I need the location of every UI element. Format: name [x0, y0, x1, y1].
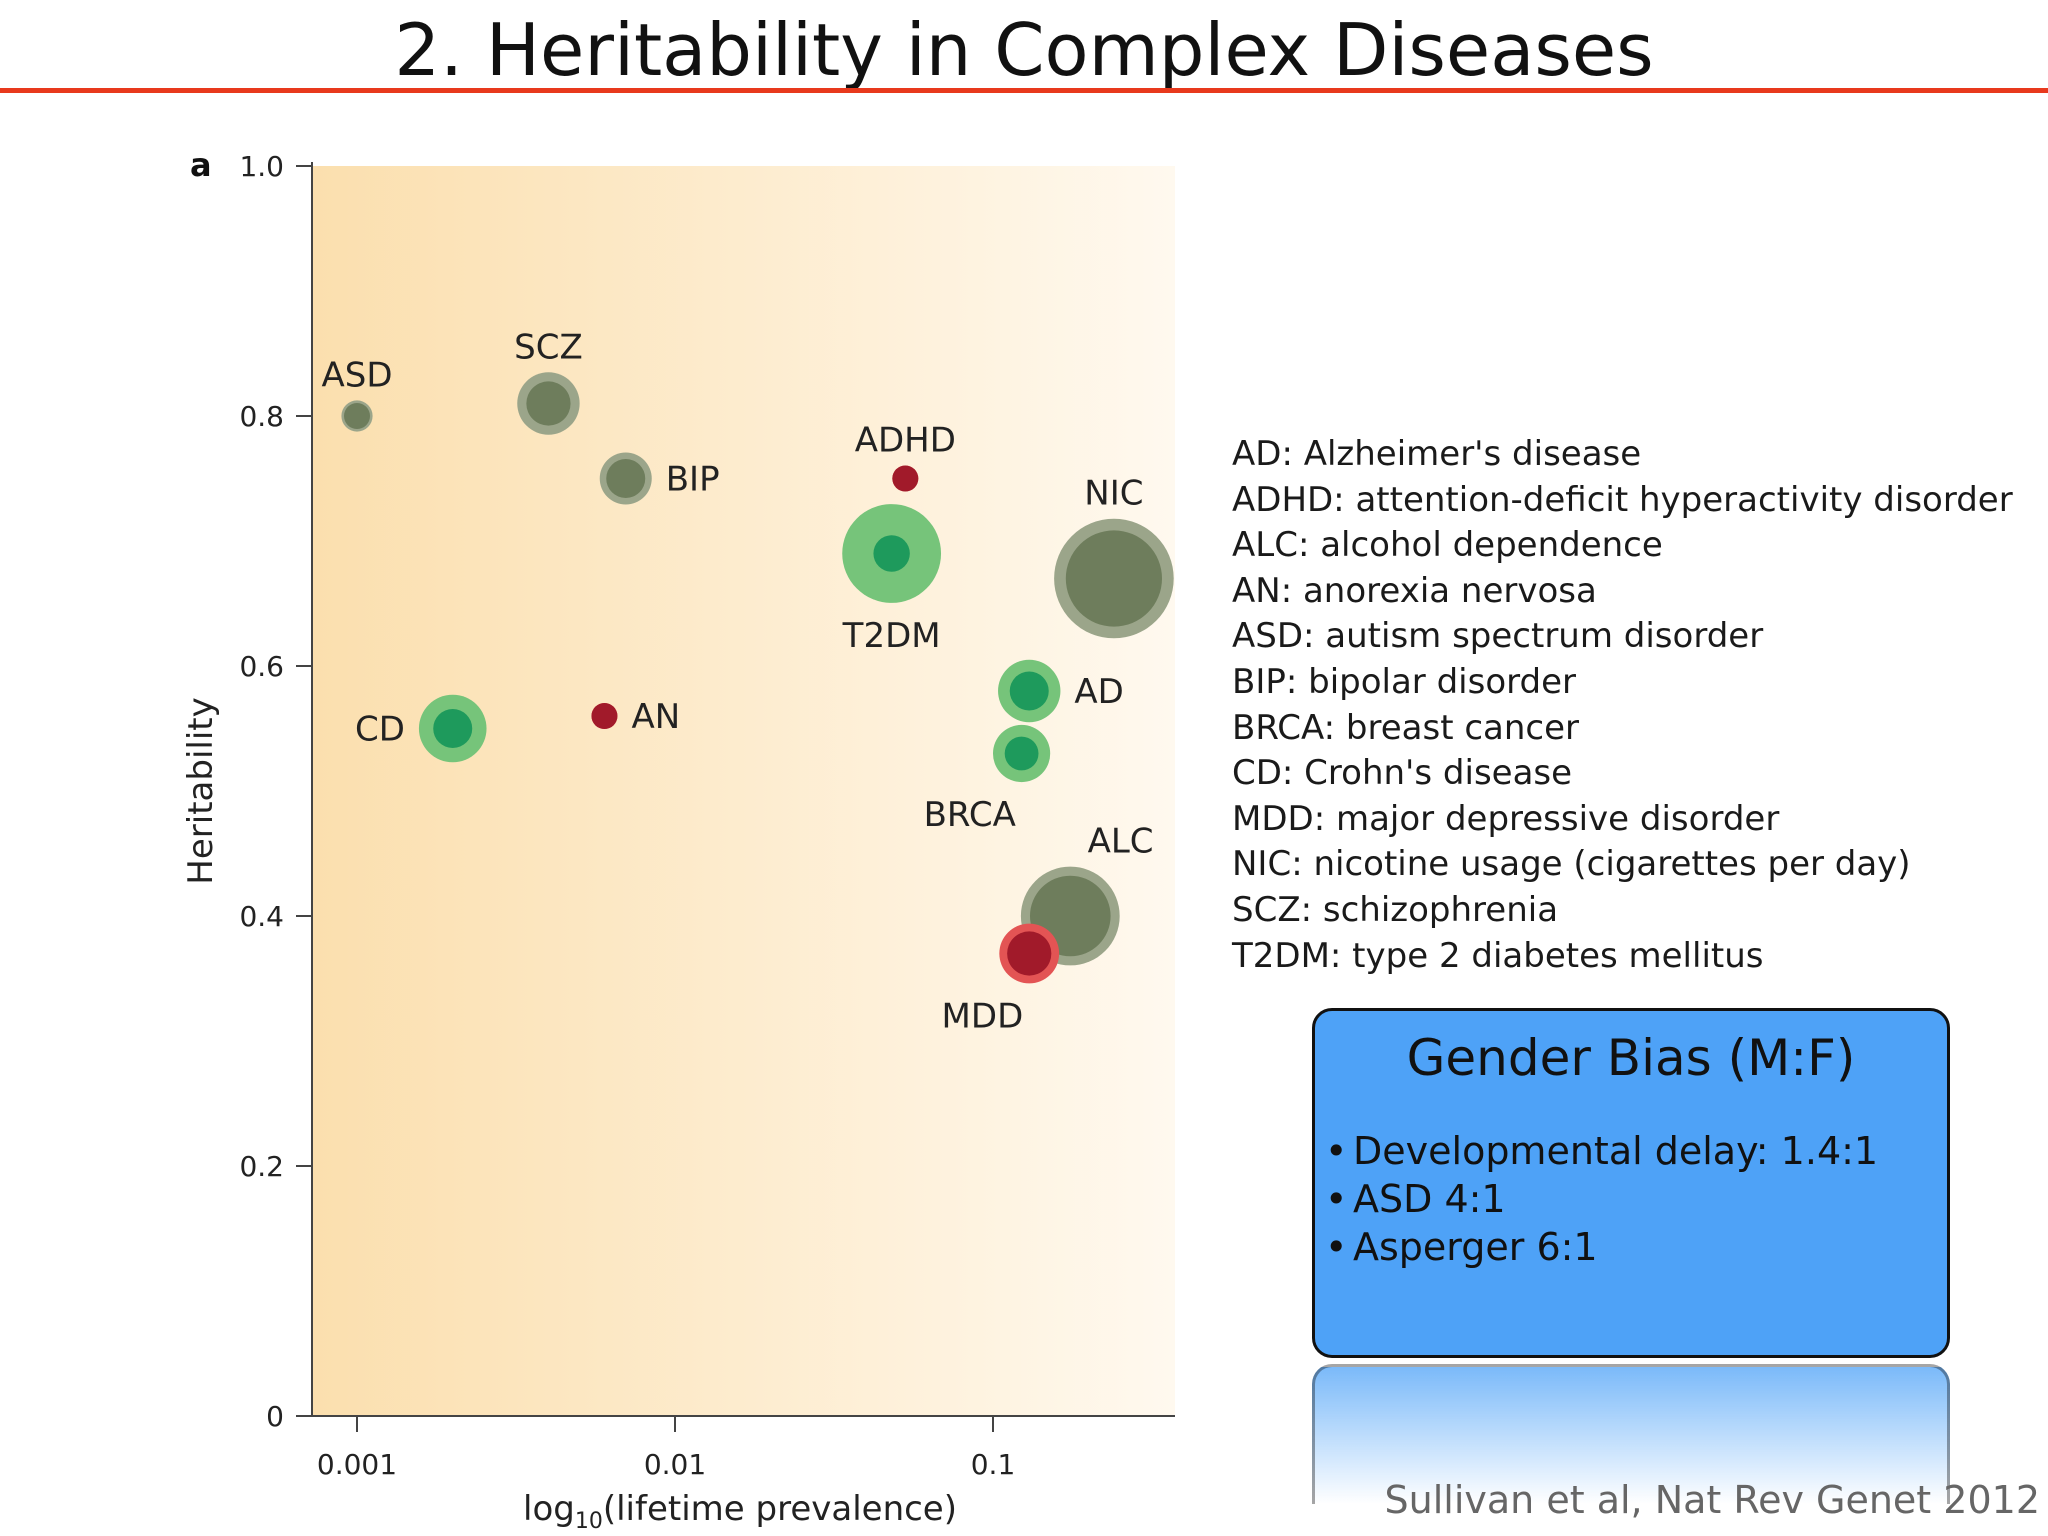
chart-point-labels: ASD SCZ BIP ADHD T2DM NIC CD AN AD BRCA ALC MDD [321, 327, 1153, 1036]
legend-item: NIC: nicotine usage (cigarettes per day) [1232, 844, 1911, 885]
point-adhd [892, 465, 919, 492]
y-tick-label: 0 [266, 1400, 284, 1433]
point-label-adhd: ADHD [855, 421, 956, 461]
x-axis-label-suffix: (lifetime prevalence) [603, 1489, 957, 1529]
point-label-nic: NIC [1084, 474, 1143, 514]
point-mdd [999, 923, 1060, 984]
point-bip-inner [606, 459, 646, 498]
point-an-inner [591, 703, 618, 729]
point-asd [341, 400, 373, 432]
slide-title: 2. Heritability in Complex Diseases [394, 8, 1654, 92]
point-ad-inner [1009, 671, 1049, 711]
point-nic-inner [1065, 530, 1163, 627]
y-tick-label: 0.8 [239, 400, 284, 433]
point-asd-inner [344, 403, 370, 429]
gender-bias-title: Gender Bias (M:F) [1406, 1029, 1856, 1087]
point-label-bip: BIP [666, 460, 720, 500]
point-label-brca: BRCA [924, 795, 1016, 835]
point-brca-inner [1004, 736, 1039, 771]
y-tick-label: 0.2 [239, 1150, 284, 1183]
gender-bias-item: ASD 4:1 [1325, 1175, 1878, 1223]
point-cd-inner [433, 709, 473, 748]
gender-bias-item: Asperger 6:1 [1325, 1223, 1878, 1271]
gender-bias-box: Gender Bias (M:F) Developmental delay: 1… [1312, 1008, 1950, 1358]
point-label-ad: AD [1074, 672, 1123, 712]
y-tick-label: 0.4 [239, 900, 284, 933]
legend-item: BIP: bipolar disorder [1232, 661, 1577, 702]
point-label-scz: SCZ [514, 327, 583, 367]
plot-background [313, 166, 1175, 1416]
heritability-scatter-chart: 0 0.2 0.4 0.6 0.8 1.0 0.001 0.01 0.1 ASD SCZ BIP AD… [181, 146, 1175, 1534]
point-label-alc: ALC [1088, 822, 1154, 862]
legend-item: AN: anorexia nervosa [1232, 570, 1597, 611]
point-brca [992, 724, 1051, 783]
point-scz [517, 372, 580, 435]
legend-item: CD: Crohn's disease [1232, 753, 1573, 794]
legend-item: T2DM: type 2 diabetes mellitus [1232, 935, 1764, 976]
point-label-an: AN [631, 697, 680, 737]
point-nic [1054, 518, 1174, 639]
x-tick-label: 0.01 [644, 1448, 706, 1481]
x-axis-label-subscript: 10 [575, 1509, 603, 1534]
legend-item: ADHD: attention-deficit hyperactivity di… [1232, 479, 2013, 520]
x-tick-label: 0.1 [971, 1448, 1016, 1481]
point-t2dm [842, 504, 942, 603]
gender-bias-list: Developmental delay: 1.4:1 ASD 4:1 Asper… [1325, 1127, 1878, 1271]
y-tick-label: 1.0 [239, 150, 284, 183]
x-tick-label: 0.001 [317, 1448, 397, 1481]
abbreviation-legend: AD: Alzheimer's disease ADHD: attention-… [1232, 432, 2013, 979]
point-label-t2dm: T2DM [842, 616, 941, 656]
point-mdd-inner [1007, 931, 1052, 976]
point-label-cd: CD [355, 710, 405, 750]
point-ad [998, 659, 1061, 723]
title-divider [0, 88, 2048, 93]
point-bip [599, 452, 652, 505]
legend-item: AD: Alzheimer's disease [1232, 434, 1642, 474]
point-cd [418, 694, 487, 763]
y-axis-label: Heritability [181, 697, 221, 884]
legend-item: SCZ: schizophrenia [1232, 889, 1559, 930]
chart-points [341, 372, 1174, 984]
y-tick-label: 0.6 [239, 650, 284, 683]
point-adhd-inner [892, 465, 919, 492]
x-axis-label-prefix: log [523, 1489, 575, 1529]
panel-label: a [190, 146, 212, 184]
citation: Sullivan et al, Nat Rev Genet 2012 [1384, 1478, 2040, 1522]
point-label-asd: ASD [321, 355, 392, 395]
legend-item: ALC: alcohol dependence [1232, 525, 1663, 566]
point-an [591, 703, 618, 729]
gender-bias-box-reflection [1312, 1364, 1950, 1504]
point-label-mdd: MDD [942, 996, 1024, 1036]
point-t2dm-inner [873, 535, 910, 572]
point-scz-inner [526, 381, 571, 426]
legend-item: MDD: major depressive disorder [1232, 798, 1780, 839]
x-axis-label: log10(lifetime prevalence) [523, 1489, 957, 1534]
legend-item: ASD: autism spectrum disorder [1232, 616, 1764, 657]
gender-bias-item: Developmental delay: 1.4:1 [1325, 1127, 1878, 1175]
legend-item: BRCA: breast cancer [1232, 707, 1580, 748]
chart-axes: 0 0.2 0.4 0.6 0.8 1.0 0.001 0.01 0.1 [239, 150, 1175, 1481]
